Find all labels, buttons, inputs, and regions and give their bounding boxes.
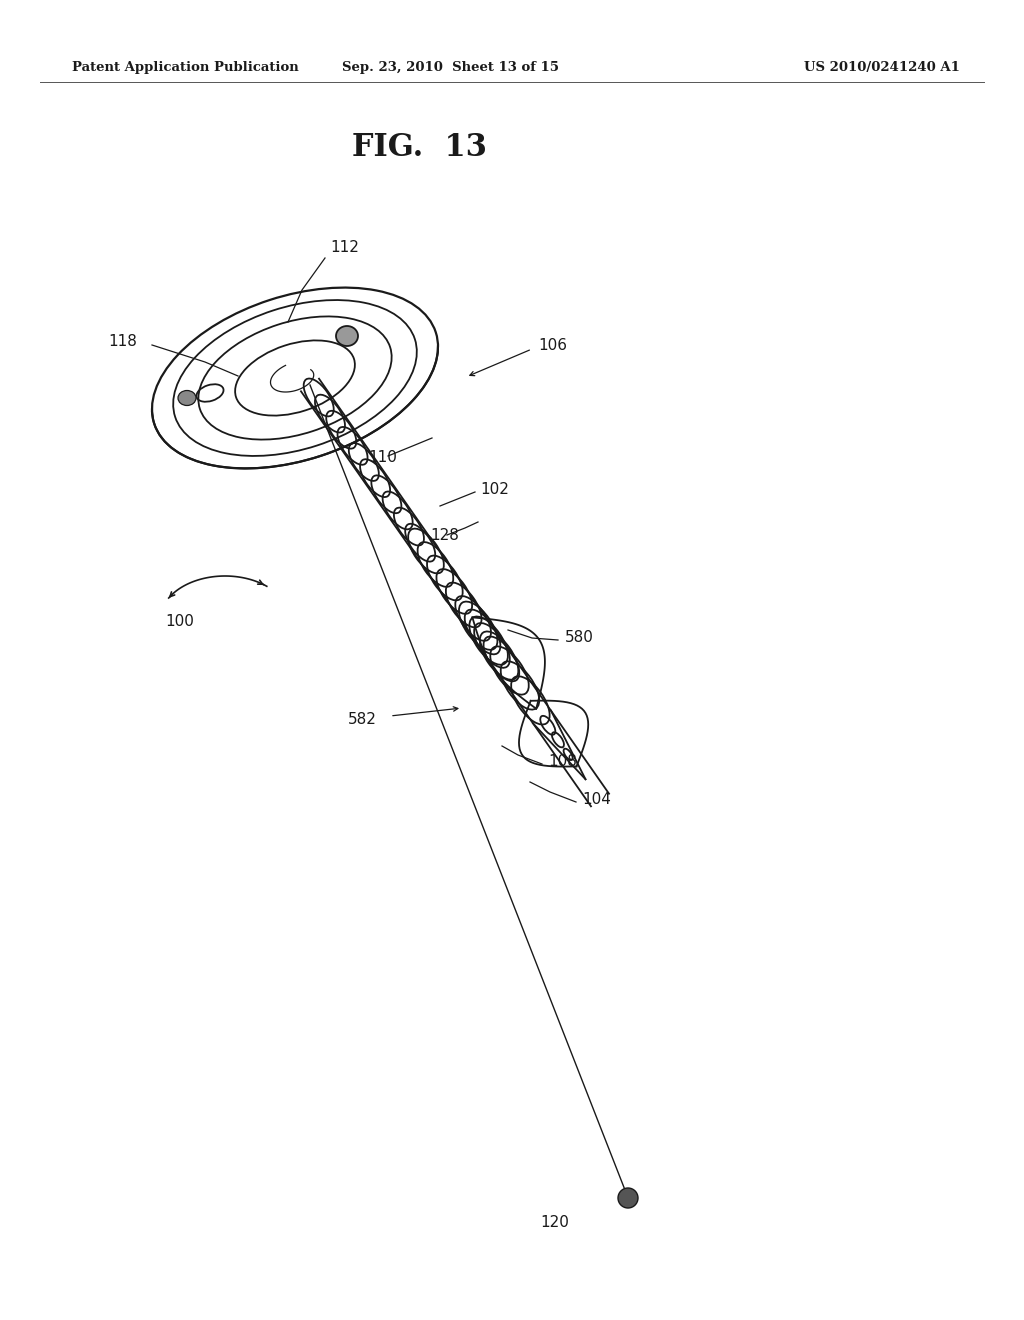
Ellipse shape bbox=[618, 1188, 638, 1208]
Ellipse shape bbox=[178, 391, 196, 405]
Text: 100: 100 bbox=[165, 615, 194, 630]
Ellipse shape bbox=[336, 326, 358, 346]
Text: 106: 106 bbox=[538, 338, 567, 352]
Text: FIG.  13: FIG. 13 bbox=[352, 132, 487, 164]
Text: Sep. 23, 2010  Sheet 13 of 15: Sep. 23, 2010 Sheet 13 of 15 bbox=[341, 62, 558, 74]
Text: 102: 102 bbox=[480, 483, 509, 498]
Text: Patent Application Publication: Patent Application Publication bbox=[72, 62, 299, 74]
Text: 582: 582 bbox=[348, 713, 377, 727]
Text: 580: 580 bbox=[565, 631, 594, 645]
Text: 118: 118 bbox=[108, 334, 137, 350]
Text: 120: 120 bbox=[540, 1214, 569, 1230]
Text: 108: 108 bbox=[548, 755, 577, 770]
Text: 110: 110 bbox=[368, 450, 397, 465]
Text: 104: 104 bbox=[582, 792, 611, 808]
Text: 112: 112 bbox=[330, 240, 358, 256]
Text: 128: 128 bbox=[430, 528, 459, 543]
Text: US 2010/0241240 A1: US 2010/0241240 A1 bbox=[804, 62, 961, 74]
